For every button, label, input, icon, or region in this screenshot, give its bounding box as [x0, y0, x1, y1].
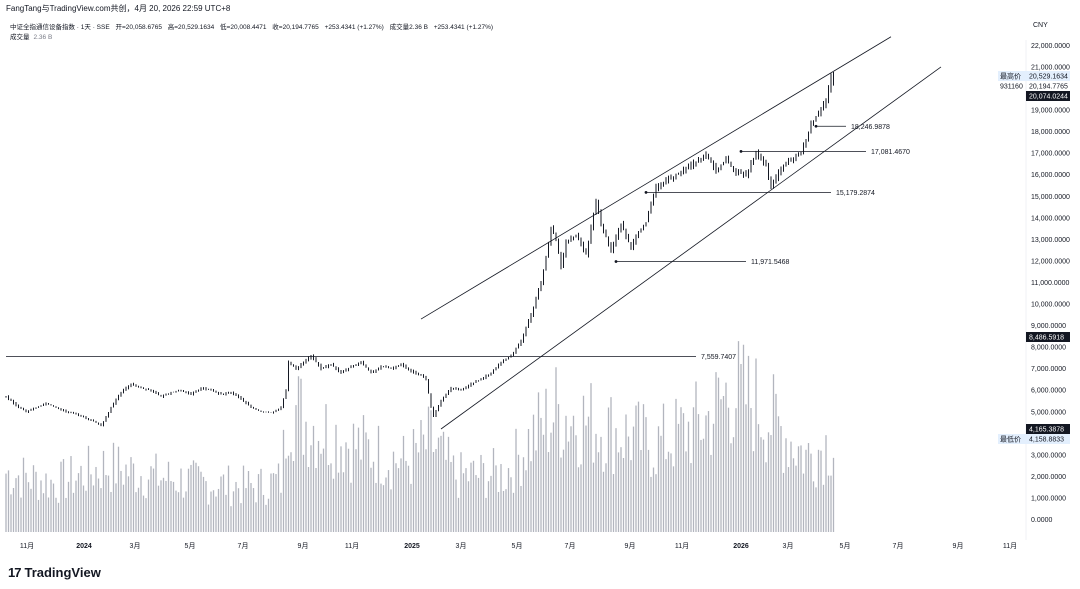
price-tag-value: 4,158.8833	[1029, 437, 1064, 444]
x-axis-tick-label: 11月	[675, 542, 689, 550]
x-axis-tick-label: 2025	[404, 543, 420, 550]
x-axis-tick-label: 2024	[76, 543, 92, 550]
tradingview-logo[interactable]: 17 TradingView	[8, 565, 101, 580]
x-axis-tick-label: 7月	[893, 542, 904, 550]
ohlc-low: 低=20,008.4471	[220, 24, 267, 31]
y-axis-tick-label: 1,000.0000	[1031, 495, 1066, 502]
price-tag-bg	[1026, 91, 1070, 101]
volume-pane-label[interactable]: 成交量	[10, 34, 30, 41]
level-anchor-dot	[814, 124, 818, 128]
y-axis-tick-label: 7,000.0000	[1031, 366, 1066, 373]
level-anchor-dot	[739, 149, 743, 153]
tradingview-logo-text: TradingView	[24, 565, 101, 580]
price-tag-value: 20,194.7765	[1029, 84, 1068, 91]
level-label: 18,246.9878	[851, 124, 890, 131]
x-axis-tick-label: 3月	[456, 542, 467, 550]
y-axis-tick-label: 9,000.0000	[1031, 323, 1066, 330]
ohlc-close: 收=20,194.7765	[272, 24, 319, 31]
x-axis-tick-label: 11月	[345, 542, 359, 550]
x-axis-tick-label: 7月	[565, 542, 576, 550]
price-tag-label: 最低价	[1000, 435, 1021, 444]
x-axis-tick-label: 2026	[733, 543, 749, 550]
price-tag-label: 最高价	[1000, 72, 1021, 81]
price-tag-bg	[998, 434, 1070, 444]
price-tag-value: 20,529.1634	[1029, 74, 1068, 81]
y-axis-tick-label: 12,000.0000	[1031, 258, 1070, 265]
ohlc-high: 高=20,529.1634	[167, 24, 215, 31]
volume-change: +253.4341 (+1.27%)	[433, 24, 494, 31]
tradingview-mark-icon: 17	[8, 565, 22, 580]
volume-summary: 成交量2.36 B	[389, 24, 428, 31]
volume-legend: 成交量 2.36 B	[10, 31, 52, 41]
level-label: 17,081.4670	[871, 149, 910, 156]
y-axis-tick-label: 19,000.0000	[1031, 108, 1070, 115]
y-axis-tick-label: 18,000.0000	[1031, 129, 1070, 136]
x-axis-tick-label: 9月	[953, 542, 964, 550]
x-axis-tick-label: 5月	[840, 542, 851, 550]
y-axis-tick-label: 11,000.0000	[1031, 280, 1070, 287]
ohlc-open: 开=20,058.6765	[115, 24, 162, 31]
x-axis-tick-label: 7月	[238, 542, 249, 550]
price-tag-bg	[998, 71, 1070, 81]
x-axis-tick-label: 5月	[512, 542, 523, 550]
y-axis-tick-label: 2,000.0000	[1031, 474, 1066, 481]
x-axis-tick-label: 9月	[625, 542, 636, 550]
y-axis-tick-label: 14,000.0000	[1031, 215, 1070, 222]
price-tag-bg	[1026, 332, 1070, 342]
level-label: 15,179.2874	[836, 190, 875, 197]
x-axis-tick-label: 3月	[130, 542, 141, 550]
x-axis-tick-label: 11月	[20, 542, 34, 550]
chart-author: FangTang与TradingView.com共创，4月 20, 2026 2…	[6, 4, 231, 13]
channel-line-upper	[420, 36, 892, 320]
y-axis-tick-label: 15,000.0000	[1031, 194, 1070, 201]
x-axis-tick-label: 5月	[185, 542, 196, 550]
y-axis-tick-label: 22,000.0000	[1031, 43, 1070, 50]
y-axis-tick-label: 8,000.0000	[1031, 345, 1066, 352]
price-tag-value: 20,074.0244	[1029, 94, 1068, 101]
y-axis-tick-label: 3,000.0000	[1031, 452, 1066, 459]
x-axis-tick-label: 9月	[298, 542, 309, 550]
y-axis-tick-label: 6,000.0000	[1031, 388, 1066, 395]
y-axis-tick-label: 17,000.0000	[1031, 151, 1070, 158]
x-axis-tick-label: 3月	[783, 542, 794, 550]
x-axis-tick-label: 11月	[1003, 542, 1017, 550]
channel-line-lower	[440, 66, 942, 430]
symbol-name[interactable]: 中证全指通信设备指数 · 1天 · SSE	[10, 24, 110, 31]
y-axis-tick-label: 13,000.0000	[1031, 237, 1070, 244]
y-axis-tick-label: 16,000.0000	[1031, 172, 1070, 179]
price-tag-bg	[1026, 424, 1070, 434]
y-axis-tick-label: 10,000.0000	[1031, 302, 1070, 309]
price-tag-value: 8,486.5918	[1029, 335, 1064, 342]
level-label: 11,971.5468	[751, 259, 790, 266]
price-change: +253.4341 (+1.27%)	[324, 24, 384, 31]
level-anchor-dot	[644, 190, 648, 194]
symbol-info-bar: 中证全指通信设备指数 · 1天 · SSE 开=20,058.6765 高=20…	[10, 21, 497, 31]
price-tag-value: 4,165.3878	[1029, 427, 1064, 434]
volume-pane-value: 2.36 B	[33, 34, 53, 41]
y-axis-tick-label: 5,000.0000	[1031, 409, 1066, 416]
price-tag-label: 931160	[1000, 84, 1023, 91]
y-axis-tick-label: 21,000.0000	[1031, 64, 1070, 71]
level-anchor-dot	[614, 260, 618, 263]
level-label: 7,559.7407	[701, 354, 736, 361]
y-axis-tick-label: 0.0000	[1031, 517, 1053, 524]
currency-label: CNY	[1033, 22, 1048, 29]
